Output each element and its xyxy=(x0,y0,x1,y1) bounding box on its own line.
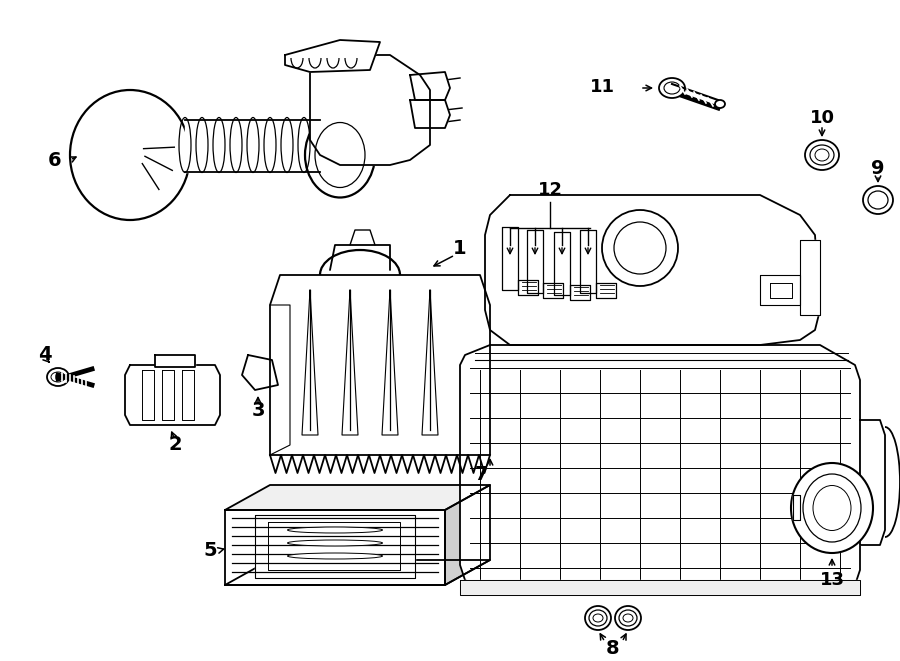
Polygon shape xyxy=(125,365,220,425)
Polygon shape xyxy=(225,485,490,510)
Polygon shape xyxy=(285,40,380,72)
Polygon shape xyxy=(185,120,320,172)
Polygon shape xyxy=(302,290,318,435)
Polygon shape xyxy=(793,495,800,520)
Polygon shape xyxy=(543,283,563,298)
Polygon shape xyxy=(342,290,358,435)
Text: 4: 4 xyxy=(38,346,52,364)
Ellipse shape xyxy=(863,186,893,214)
Ellipse shape xyxy=(585,606,611,630)
Text: 3: 3 xyxy=(251,401,265,420)
Text: 11: 11 xyxy=(590,78,615,96)
Polygon shape xyxy=(445,485,490,585)
Text: 5: 5 xyxy=(203,541,217,559)
Text: 6: 6 xyxy=(49,151,62,169)
Polygon shape xyxy=(460,580,860,595)
Polygon shape xyxy=(410,72,450,100)
Polygon shape xyxy=(760,275,800,305)
Text: 7: 7 xyxy=(474,465,488,485)
Ellipse shape xyxy=(659,78,685,98)
Text: 13: 13 xyxy=(820,571,844,589)
Ellipse shape xyxy=(715,100,725,108)
Ellipse shape xyxy=(287,527,382,533)
Polygon shape xyxy=(596,283,616,298)
Text: 8: 8 xyxy=(607,639,620,658)
Polygon shape xyxy=(410,100,450,128)
Ellipse shape xyxy=(791,463,873,553)
Polygon shape xyxy=(527,230,543,293)
Polygon shape xyxy=(155,355,195,367)
Polygon shape xyxy=(580,230,596,293)
Polygon shape xyxy=(502,227,518,290)
Ellipse shape xyxy=(305,112,375,198)
Polygon shape xyxy=(255,515,415,578)
Polygon shape xyxy=(270,275,490,455)
Polygon shape xyxy=(800,240,820,315)
Polygon shape xyxy=(225,510,445,585)
Polygon shape xyxy=(422,290,438,435)
Polygon shape xyxy=(554,232,570,295)
Polygon shape xyxy=(860,420,885,545)
Polygon shape xyxy=(382,290,398,435)
Polygon shape xyxy=(460,345,860,595)
Ellipse shape xyxy=(47,368,69,386)
Polygon shape xyxy=(225,560,490,585)
Circle shape xyxy=(602,210,678,286)
Ellipse shape xyxy=(70,90,190,220)
Ellipse shape xyxy=(615,606,641,630)
Polygon shape xyxy=(518,280,538,295)
Polygon shape xyxy=(242,355,278,390)
Text: 2: 2 xyxy=(168,436,182,455)
Ellipse shape xyxy=(287,553,382,559)
Text: 9: 9 xyxy=(871,159,885,178)
Polygon shape xyxy=(485,195,820,345)
Ellipse shape xyxy=(805,140,839,170)
Polygon shape xyxy=(570,285,590,300)
Text: 1: 1 xyxy=(454,239,467,258)
Text: 10: 10 xyxy=(809,109,834,127)
Ellipse shape xyxy=(287,540,382,546)
Polygon shape xyxy=(310,55,430,165)
Text: 12: 12 xyxy=(537,181,562,199)
